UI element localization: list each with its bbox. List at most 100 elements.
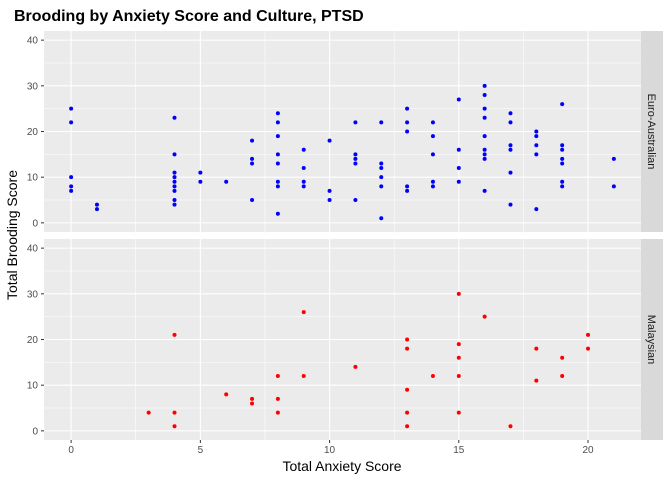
data-point [301,374,306,379]
data-point [301,147,306,152]
data-point [327,198,332,203]
data-point [430,134,435,139]
data-point [250,138,255,143]
data-point [456,410,461,415]
data-point [275,374,280,379]
data-point [172,198,177,203]
y-tick-label: 30 [27,289,39,300]
data-point [534,129,539,134]
data-point [482,188,487,193]
data-point [250,396,255,401]
data-point [172,410,177,415]
x-tick-label: 5 [198,445,204,456]
data-point [456,374,461,379]
data-point [275,184,280,189]
data-point [560,374,565,379]
data-point [405,120,410,125]
data-point [250,161,255,166]
y-tick-label: 40 [27,36,39,47]
data-point [69,184,74,189]
data-point [327,188,332,193]
data-point [456,291,461,296]
data-point [379,120,384,125]
data-point [69,120,74,125]
x-axis-label: Total Anxiety Score [282,458,401,474]
data-point [405,337,410,342]
data-point [198,170,203,175]
data-point [172,152,177,157]
data-point [456,342,461,347]
data-point [508,111,513,116]
data-point [534,152,539,157]
y-tick-label: 20 [27,127,39,138]
data-point [250,401,255,406]
data-point [405,410,410,415]
data-point [534,346,539,351]
data-point [353,161,358,166]
y-tick-label: 0 [32,426,38,437]
data-point [250,156,255,161]
data-point [560,184,565,189]
data-point [275,410,280,415]
data-point [172,170,177,175]
data-point [508,170,513,175]
x-tick-label: 20 [582,445,594,456]
data-point [430,120,435,125]
data-point [405,387,410,392]
data-point [353,156,358,161]
data-point [560,147,565,152]
y-tick-label: 30 [27,81,39,92]
data-point [611,156,616,161]
data-point [560,355,565,360]
data-point [430,374,435,379]
data-point [275,161,280,166]
y-tick-label: 10 [27,381,39,392]
data-point [430,152,435,157]
data-point [482,106,487,111]
data-point [405,184,410,189]
data-point [456,97,461,102]
data-point [482,156,487,161]
data-point [586,332,591,337]
facet-strip-label: Malaysian [645,315,657,365]
data-point [430,184,435,189]
data-point [172,175,177,180]
data-point [275,120,280,125]
data-point [301,310,306,315]
data-point [482,115,487,120]
data-point [327,138,332,143]
data-point [482,134,487,139]
data-point [534,378,539,383]
facet-strip [641,239,663,440]
data-point [379,184,384,189]
data-point [379,175,384,180]
data-point [172,179,177,184]
data-point [301,184,306,189]
data-point [534,207,539,212]
data-point [405,106,410,111]
data-point [301,166,306,171]
data-point [224,392,229,397]
data-point [508,424,513,429]
data-point [172,332,177,337]
data-point [482,92,487,97]
data-point [379,161,384,166]
data-point [69,106,74,111]
data-point [275,152,280,157]
data-point [430,179,435,184]
data-point [301,179,306,184]
data-point [508,143,513,148]
data-point [405,424,410,429]
chart-title: Brooding by Anxiety Score and Culture, P… [14,8,364,25]
data-point [94,207,99,212]
data-point [69,188,74,193]
data-point [456,179,461,184]
data-point [560,161,565,166]
y-tick-label: 10 [27,173,39,184]
data-point [69,175,74,180]
data-point [224,179,229,184]
data-point [379,216,384,221]
data-point [405,188,410,193]
y-tick-label: 0 [32,218,38,229]
